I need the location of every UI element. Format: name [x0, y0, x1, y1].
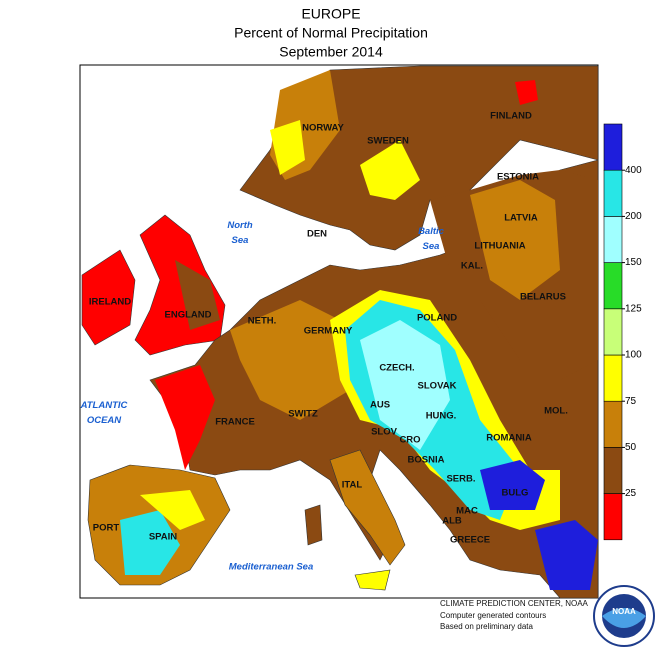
- land-italy: [329, 449, 406, 566]
- country-label: NORWAY: [302, 123, 344, 134]
- country-label: SERB.: [446, 474, 475, 485]
- legend-tick-label: 100: [625, 350, 642, 361]
- country-label: IRELAND: [89, 297, 131, 308]
- zone: [360, 140, 420, 200]
- land-sardinia: [304, 504, 323, 546]
- zone: [120, 510, 180, 575]
- map: [79, 64, 599, 599]
- legend-swatch: [603, 447, 623, 494]
- country-label: MAC: [456, 506, 478, 517]
- zone: [515, 80, 538, 105]
- country-label: PORT: [93, 523, 120, 534]
- period: September 2014: [279, 44, 383, 60]
- legend-swatch: [603, 216, 623, 263]
- legend-swatch: [603, 400, 623, 448]
- zone: [480, 460, 545, 510]
- zone: [360, 320, 450, 450]
- legend-swatch: [603, 123, 623, 171]
- legend-tick-label: 400: [625, 165, 642, 176]
- sea-label: North Sea: [227, 220, 253, 246]
- legend-tick-label: 200: [625, 211, 642, 222]
- country-label: DEN: [307, 229, 327, 240]
- zone: [175, 260, 220, 330]
- country-label: SLOVAK: [418, 381, 457, 392]
- sea-label: Baltic Sea: [418, 226, 445, 252]
- legend-tick-label: 50: [625, 442, 637, 453]
- country-label: LATVIA: [504, 213, 538, 224]
- legend-swatch: [603, 308, 623, 356]
- legend-swatch: [603, 169, 623, 217]
- country-label: FRANCE: [215, 417, 255, 428]
- svg-text:NOAA: NOAA: [612, 607, 636, 616]
- legend-swatch: [603, 262, 623, 310]
- land-ireland: [81, 249, 136, 346]
- country-label: AUS: [370, 400, 390, 411]
- country-label: GREECE: [450, 535, 490, 546]
- country-label: ALB: [442, 516, 462, 527]
- sea-label: Mediterranean Sea: [229, 562, 313, 573]
- country-label: ENGLAND: [165, 310, 212, 321]
- country-label: ROMANIA: [486, 433, 532, 444]
- country-label: SPAIN: [149, 532, 177, 543]
- country-label: SWITZ: [288, 409, 318, 420]
- legend-tick-label: 150: [625, 257, 642, 268]
- country-label: MOL.: [544, 406, 568, 417]
- country-label: ESTONIA: [497, 172, 539, 183]
- credit: Computer generated contours: [440, 611, 546, 620]
- country-label: SLOV: [371, 427, 398, 438]
- country-label: POLAND: [417, 313, 457, 324]
- zone: [535, 520, 598, 590]
- legend-tick-label: 25: [625, 488, 637, 499]
- sea-label: ATLANTIC OCEAN: [80, 400, 128, 426]
- country-label: FINLAND: [490, 111, 532, 122]
- country-label: SWEDEN: [367, 136, 409, 147]
- zone: [270, 120, 305, 175]
- zone: [140, 490, 205, 530]
- country-label: KAL.: [461, 261, 483, 272]
- legend-swatch: [603, 354, 623, 402]
- land-sicily: [354, 569, 391, 591]
- country-label: BOSNIA: [408, 455, 445, 466]
- zone: [155, 365, 215, 470]
- legend-tick-label: 75: [625, 396, 637, 407]
- title: EUROPE: [301, 6, 360, 22]
- zone: [230, 300, 350, 420]
- legend-tick-label: 125: [625, 303, 642, 314]
- noaa-logo: NOAA: [593, 585, 655, 647]
- country-label: GERMANY: [304, 326, 353, 337]
- colorbar: 25 50 75 100 125 150 200 400: [603, 123, 642, 541]
- zone: [470, 180, 560, 300]
- country-label: HUNG.: [426, 411, 457, 422]
- country-label: BELARUS: [520, 292, 566, 303]
- legend-swatch: [603, 493, 623, 541]
- credit: Based on preliminary data: [440, 622, 533, 631]
- country-label: ITAL: [342, 480, 363, 491]
- country-label: CRO: [399, 435, 420, 446]
- country-label: CZECH.: [379, 363, 414, 374]
- country-label: BULG: [502, 488, 529, 499]
- subtitle: Percent of Normal Precipitation: [234, 25, 428, 41]
- country-label: NETH.: [248, 316, 277, 327]
- country-label: LITHUANIA: [474, 241, 525, 252]
- credit: CLIMATE PREDICTION CENTER, NOAA: [440, 599, 589, 608]
